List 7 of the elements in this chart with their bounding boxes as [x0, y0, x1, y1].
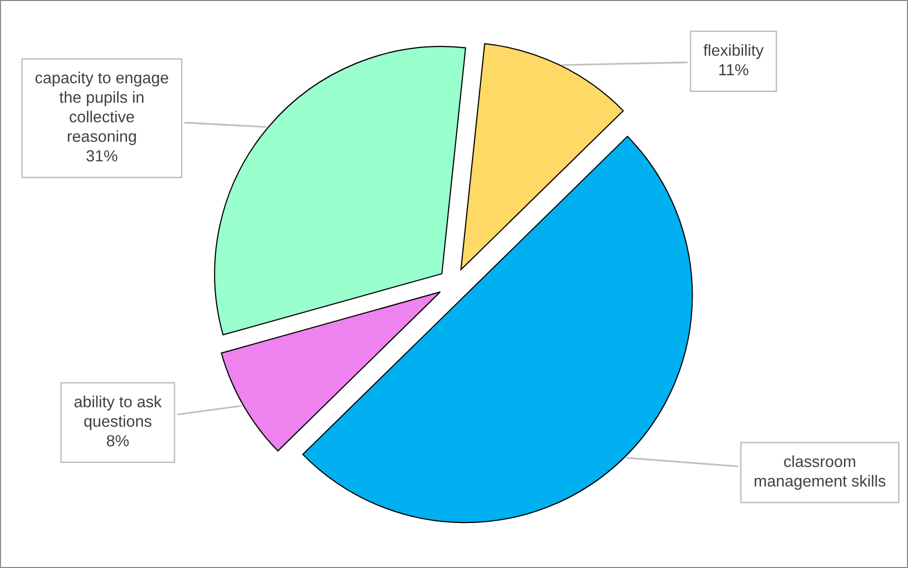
data-label: 8% — [106, 435, 129, 446]
data-label: 31% — [86, 150, 118, 162]
slice-label: capacity to engage the pupils in collective reasoning — [35, 72, 168, 146]
slice-label: flexibility — [704, 44, 764, 60]
data-label: 11% — [719, 64, 748, 76]
slice-label: classroom management skills — [754, 455, 886, 490]
slice-label: ability to ask questions — [74, 396, 162, 430]
